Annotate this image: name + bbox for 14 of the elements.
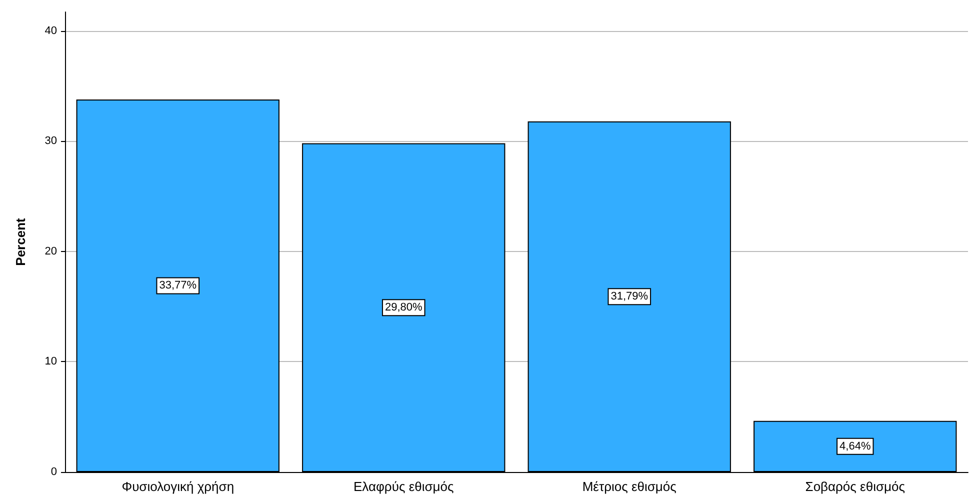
- y-axis-title: Percent: [13, 217, 28, 266]
- y-tick-label: 10: [44, 356, 57, 368]
- y-tick-label: 0: [50, 466, 57, 478]
- data-label: 29,80%: [384, 302, 422, 314]
- data-label: 4,64%: [840, 440, 871, 452]
- x-tick-label: Μέτριος εθισμός: [582, 479, 676, 494]
- data-label: 33,77%: [159, 280, 197, 292]
- x-tick-label: Ελαφρύς εθισμός: [354, 479, 454, 494]
- y-tick-label: 30: [44, 135, 57, 148]
- x-tick-label: Φυσιολογική χρήση: [122, 479, 234, 494]
- y-tick-label: 40: [44, 24, 57, 37]
- x-tick-label: Σοβαρός εθισμός: [805, 479, 905, 494]
- data-label: 31,79%: [610, 290, 648, 303]
- y-tick-label: 20: [44, 245, 57, 258]
